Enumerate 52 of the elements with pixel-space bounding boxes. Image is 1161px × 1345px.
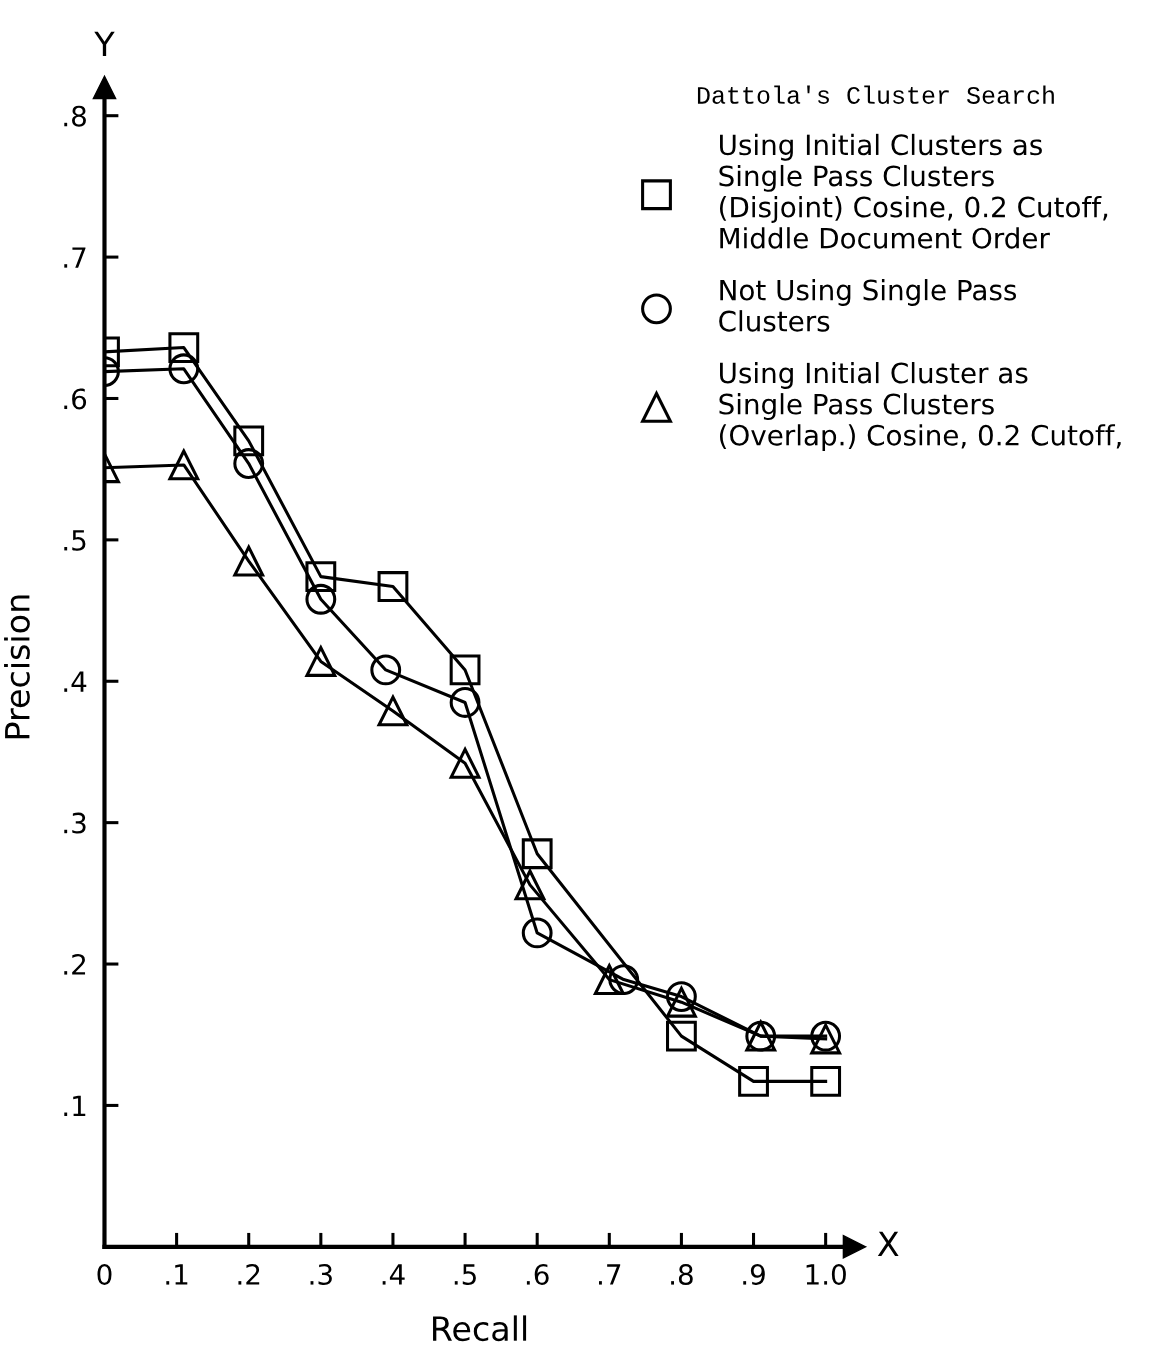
point bbox=[521, 838, 553, 870]
x-tick-label: 1.0 bbox=[806, 1263, 846, 1285]
y-tick-label: .7 bbox=[64, 247, 86, 268]
x-tick-label: .7 bbox=[599, 1264, 621, 1285]
y-tick-label: .6 bbox=[64, 388, 87, 410]
point bbox=[666, 986, 697, 1018]
x-tick-label: 0 bbox=[97, 1263, 112, 1285]
point bbox=[666, 1020, 697, 1052]
text: X bbox=[877, 1231, 899, 1257]
point bbox=[305, 583, 337, 615]
point bbox=[608, 964, 640, 996]
point bbox=[233, 448, 265, 479]
legend-label: Using Initial Clusters as Single Pass Clusters (Disjoint) Cosine, 0.2 Cutoff, Middle Document Order bbox=[719, 133, 1108, 249]
x-tick-label: .5 bbox=[454, 1264, 476, 1285]
y-tick-label: .5 bbox=[64, 530, 86, 551]
point bbox=[449, 654, 481, 686]
text: Y bbox=[94, 31, 115, 57]
point bbox=[377, 695, 409, 727]
y-tick-label: .3 bbox=[64, 812, 86, 834]
point bbox=[514, 869, 546, 901]
x-tick-label: .4 bbox=[382, 1264, 405, 1285]
x-tick-label: .6 bbox=[526, 1263, 549, 1285]
x-tick-label: .3 bbox=[310, 1263, 332, 1285]
point bbox=[666, 981, 697, 1012]
legend-title: Dattola's Cluster Search bbox=[697, 85, 1054, 104]
point bbox=[377, 571, 409, 602]
y-tick-label: .4 bbox=[64, 671, 87, 692]
x-tick-label: .2 bbox=[238, 1263, 260, 1285]
x-tick-label: .9 bbox=[743, 1263, 765, 1285]
y-tick-label: .1 bbox=[64, 1095, 86, 1116]
point bbox=[168, 332, 200, 363]
point bbox=[233, 425, 265, 457]
y-axis-title: Precision bbox=[4, 595, 30, 739]
point bbox=[449, 687, 481, 718]
y-tick-label: .8 bbox=[64, 105, 86, 127]
point bbox=[449, 747, 481, 779]
x-axis-title: Recall bbox=[433, 1315, 527, 1342]
point bbox=[305, 561, 337, 593]
x-tick-label: .1 bbox=[166, 1264, 188, 1285]
legend-label: Using Initial Cluster as Single Pass Clusters (Overlap.) Cosine, 0.2 Cutoff, bbox=[719, 362, 1121, 452]
point bbox=[810, 1065, 842, 1097]
point bbox=[232, 543, 265, 577]
point bbox=[167, 447, 200, 481]
point bbox=[593, 964, 625, 996]
point bbox=[168, 353, 200, 385]
point bbox=[305, 646, 337, 677]
point bbox=[738, 1065, 769, 1097]
y-tick-label: .2 bbox=[64, 953, 86, 975]
legend-label: Not Using Single Pass Clusters bbox=[719, 279, 1017, 332]
point bbox=[521, 917, 553, 949]
x-tick-label: .8 bbox=[671, 1263, 693, 1285]
point bbox=[370, 654, 402, 686]
